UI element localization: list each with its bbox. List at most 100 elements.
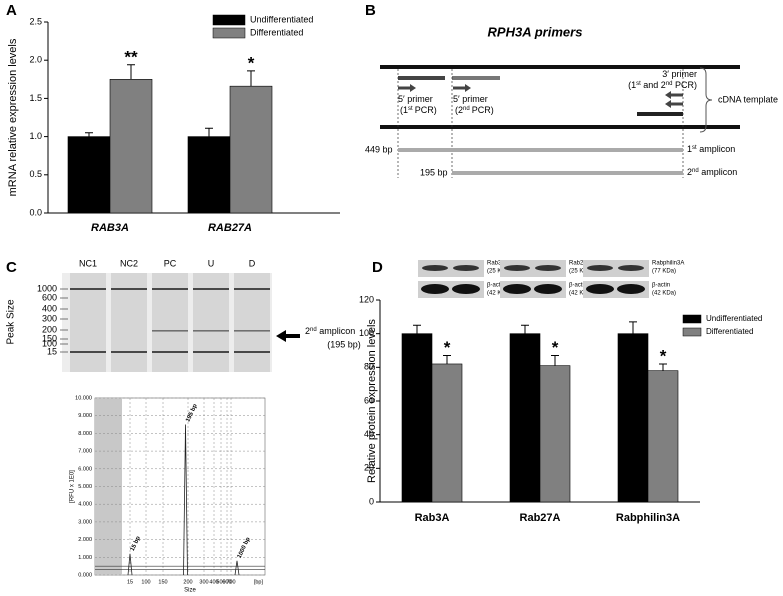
peak bbox=[127, 553, 133, 576]
y-tick-label: 9.000 bbox=[78, 413, 92, 419]
ladder-label: 15 bbox=[47, 346, 57, 356]
amplicon-bar bbox=[398, 148, 683, 152]
significance: * bbox=[444, 338, 451, 357]
error-bar bbox=[85, 132, 93, 137]
y-tick-label: 0.5 bbox=[29, 169, 42, 179]
x-tick-label: RAB27A bbox=[208, 222, 252, 234]
bar bbox=[431, 363, 463, 503]
blot-label: (77 KDa) bbox=[652, 269, 676, 275]
y-tick-label: 0 bbox=[369, 496, 374, 506]
blot-label: (25 KDa) bbox=[487, 269, 511, 275]
lane bbox=[234, 273, 270, 372]
y-tick-label: 1.000 bbox=[78, 555, 92, 561]
ladder-label: 300 bbox=[42, 313, 57, 323]
x-tick-label: 400 bbox=[209, 579, 218, 585]
blot-band bbox=[421, 284, 449, 294]
x-tick-label: 150 bbox=[158, 579, 167, 585]
diagram-title: RPH3A primers bbox=[488, 24, 583, 39]
label: 2nd amplicon bbox=[305, 326, 355, 336]
amplicon-size: 449 bp bbox=[365, 144, 393, 154]
text-run: amplicon bbox=[697, 144, 736, 154]
text-run: 1 bbox=[687, 144, 692, 154]
lane bbox=[152, 273, 188, 372]
superscript: nd bbox=[666, 81, 673, 87]
text-run: amplicon bbox=[699, 167, 738, 177]
primer-bar bbox=[637, 112, 683, 116]
legend-swatch bbox=[212, 14, 246, 26]
superscript: st bbox=[636, 81, 641, 87]
error-bar bbox=[205, 127, 213, 137]
error-bar bbox=[443, 355, 451, 364]
y-tick-label: 3.000 bbox=[78, 519, 92, 525]
bar bbox=[509, 333, 541, 503]
legend-swatch bbox=[682, 327, 702, 337]
brace bbox=[699, 67, 713, 133]
blot-band bbox=[534, 284, 562, 294]
bar bbox=[187, 136, 231, 214]
blot-label: Rab27A bbox=[569, 261, 591, 267]
y-tick-label: 7.000 bbox=[78, 449, 92, 455]
y-tick-label: 2.0 bbox=[29, 55, 42, 65]
bar bbox=[539, 365, 571, 503]
legend-label: Undifferentiated bbox=[706, 314, 762, 323]
x-tick-label: 300 bbox=[199, 579, 208, 585]
panel-letter: D bbox=[372, 259, 383, 276]
bar bbox=[229, 85, 273, 214]
x-tick-label: 200 bbox=[183, 579, 192, 585]
x-tick-label: 100 bbox=[141, 579, 150, 585]
label: (2nd PCR) bbox=[455, 105, 494, 115]
legend-label: Undifferentiated bbox=[250, 14, 313, 24]
error-bar bbox=[127, 64, 135, 80]
amplicon-bar bbox=[452, 171, 683, 175]
x-tick-label: 600 bbox=[222, 579, 231, 585]
label: 1st amplicon bbox=[687, 144, 735, 154]
gel-axis-label: Peak Size bbox=[6, 299, 17, 344]
significance: * bbox=[552, 338, 559, 357]
primer-arrows bbox=[398, 86, 683, 106]
y-tick-label: 0.0 bbox=[29, 207, 42, 217]
panel-letter: B bbox=[365, 2, 376, 19]
y-tick-label: 8.000 bbox=[78, 431, 92, 437]
lane-label: PC bbox=[164, 258, 177, 268]
text-run: 2 bbox=[687, 167, 692, 177]
text-run: and 2 bbox=[641, 80, 666, 90]
text-run: amplicon bbox=[317, 326, 356, 336]
blot-label: (42 KDa) bbox=[569, 291, 593, 297]
text-run: (1 bbox=[400, 105, 408, 115]
blot-label: (42 KDa) bbox=[652, 291, 676, 297]
error-bar bbox=[659, 363, 667, 371]
blot-band bbox=[586, 284, 614, 294]
text-run: PCR) bbox=[415, 105, 437, 115]
x-tick-label: 15 bbox=[127, 579, 133, 585]
x-tick-label: Rabphilin3A bbox=[616, 512, 680, 524]
text-run: 5′ primer bbox=[453, 94, 488, 104]
ladder-label: 600 bbox=[42, 292, 57, 302]
peak bbox=[183, 424, 188, 576]
lane bbox=[70, 273, 106, 372]
significance: * bbox=[248, 53, 255, 72]
template-strand bbox=[380, 65, 740, 69]
primer-bar bbox=[452, 76, 500, 80]
x-tick-label: RAB3A bbox=[91, 222, 129, 234]
x-tick-label: Rab3A bbox=[415, 512, 450, 524]
label: 5′ primer bbox=[453, 94, 488, 104]
y-tick-label: 80 bbox=[364, 362, 374, 372]
blot-band bbox=[618, 265, 644, 271]
bar bbox=[401, 333, 433, 503]
y-tick-label: 1.5 bbox=[29, 93, 42, 103]
x-tick-label: 700 bbox=[226, 579, 235, 585]
error-bar bbox=[629, 321, 637, 334]
amplicon-size: 195 bp bbox=[420, 167, 448, 177]
lane bbox=[193, 273, 229, 372]
legend-label: Differentiated bbox=[706, 327, 753, 336]
significance: * bbox=[660, 346, 667, 365]
blot-band bbox=[535, 265, 561, 271]
superscript: nd bbox=[310, 327, 317, 333]
text-run: PCR) bbox=[673, 80, 698, 90]
y-tick-label: 2.5 bbox=[29, 16, 42, 26]
label: 3′ primer bbox=[662, 69, 697, 79]
ladder-label: 200 bbox=[42, 324, 57, 334]
superscript: st bbox=[408, 106, 413, 112]
y-tick-label: 2.000 bbox=[78, 537, 92, 543]
